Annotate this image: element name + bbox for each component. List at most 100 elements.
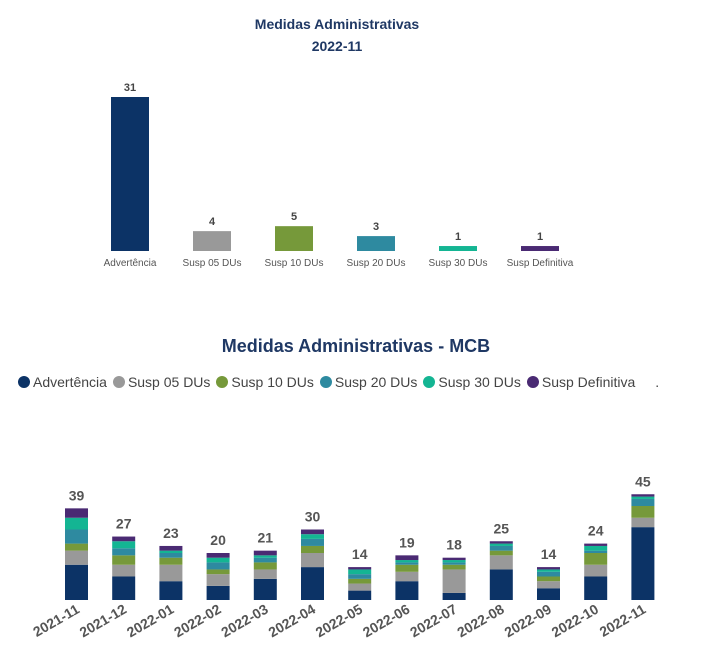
stacked-bar-segment [442,560,466,563]
stacked-bar-segment [159,553,183,558]
total-label: 24 [588,523,604,539]
data-label: 3 [373,221,379,233]
total-label: 39 [69,487,85,503]
stacked-bar-segment [442,562,466,565]
stacked-bar-segment [348,574,372,579]
stacked-bar-segment [159,550,183,553]
legend-dot-icon [18,376,30,388]
stacked-bar-segment [206,553,230,558]
legend-dot-icon [216,376,229,388]
x-tick-label: 2022-06 [360,601,413,641]
stacked-bar-segment [348,569,372,575]
x-tick-label: 2022-10 [549,601,602,641]
stacked-bar-segment [395,581,419,600]
bar [439,246,477,251]
legend-label: Advertência [33,374,107,390]
legend-dot-icon [112,376,125,388]
x-tick-label: 2022-02 [171,601,224,641]
stacked-bar-segment [159,581,183,600]
x-tick-label: 2022-01 [124,601,177,641]
stacked-bar-segment [442,557,466,561]
stacked-bar-segment [348,590,372,600]
stacked-bar-segment [301,545,324,553]
stacked-bar-segment [206,574,230,586]
stacked-bar-segment [631,496,655,499]
stacked-bar-segment [65,517,88,530]
stacked-bar-segment [395,562,419,565]
stacked-bar-segment [395,555,419,561]
x-tick-label: 2022-04 [265,601,318,641]
stacked-bar-segment [253,578,277,600]
total-label: 30 [305,509,321,525]
legend-more-indicator[interactable]: . [655,374,660,390]
stacked-bar-segment [301,538,324,546]
chart1-subtitle: 2022-11 [311,38,363,54]
total-label: 25 [494,520,510,536]
legend-dot-icon [526,376,539,388]
stacked-bar-segment [584,550,608,553]
stacked-bar-segment [301,529,324,535]
legend-item[interactable]: Susp 05 DUs [112,374,210,390]
stacked-bar-segment [159,545,183,551]
stacked-bar-segment [348,583,372,591]
stacked-bar-segment [112,576,136,600]
stacked-bar-segment [395,571,419,582]
total-label: 18 [446,537,462,553]
stacked-bar-segment [584,545,608,551]
bar [357,236,395,251]
stacked-bar-segment [489,569,513,600]
legend-item[interactable]: Advertência [18,374,107,390]
stacked-bar-segment [537,571,560,577]
stacked-bar-segment [112,541,136,549]
x-tick-label: 2022-05 [313,601,366,641]
stacked-bar-segment [348,567,372,570]
x-tick-label: 2022-03 [218,601,271,641]
chart2-title: Medidas Administrativas - MCB [221,336,491,356]
legend-label: Susp 10 DUs [231,374,314,390]
stacked-bar-segment [631,527,655,600]
stacked-bar-segment [537,581,560,589]
stacked-bar-segment [442,564,466,570]
bar [193,231,231,251]
legend-dot-icon [319,376,332,388]
stacked-bar-segment [206,557,230,563]
chart2-legend: Advertência Susp 05 DUs Susp 10 DUs Susp… [18,372,659,392]
stacked-bar-segment [348,578,372,584]
stacked-bar-segment [537,567,560,570]
total-label: 45 [635,473,651,489]
stacked-bar-segment [206,562,230,570]
x-tick-label: 2022-07 [407,601,460,641]
stacked-bar-segment [631,517,655,528]
legend-dot-icon [423,376,436,388]
x-tick-label: 2022-11 [597,601,649,640]
stacked-bar-segment [112,536,136,542]
stacked-bar-segment [159,564,183,582]
stacked-bar-segment [537,576,560,582]
stacked-bar-segment [253,569,277,579]
stacked-bar-segment [584,564,608,577]
stacked-bar-segment [489,541,513,544]
x-tick-label: Susp 05 DUs [183,258,242,269]
stacked-bar-segment [112,548,136,556]
stacked-bar-segment [65,508,88,518]
legend-item[interactable]: Susp Definitiva [526,374,635,390]
stacked-bar-segment [301,534,324,539]
stacked-bar-segment [65,550,88,565]
data-label: 1 [537,231,543,243]
stacked-bar-segment [65,529,88,544]
legend-item[interactable]: Susp 20 DUs [319,374,417,390]
stacked-bar-segment [584,553,608,565]
stacked-bar-segment [253,562,277,570]
legend-item[interactable]: Susp 30 DUs [423,374,521,390]
bar [275,226,313,251]
x-tick-label: 2021-12 [77,601,130,641]
stacked-bar-segment [489,543,513,546]
stacked-bar-segment [631,506,655,518]
stacked-bar-segment [206,569,230,575]
stacked-bar-segment [489,545,513,551]
stacked-bar-segment [489,550,513,556]
stacked-bar-segment [253,555,277,558]
stacked-bar-segment [537,569,560,572]
stacked-bar-segment [537,588,560,600]
legend-item[interactable]: Susp 10 DUs [216,374,314,390]
